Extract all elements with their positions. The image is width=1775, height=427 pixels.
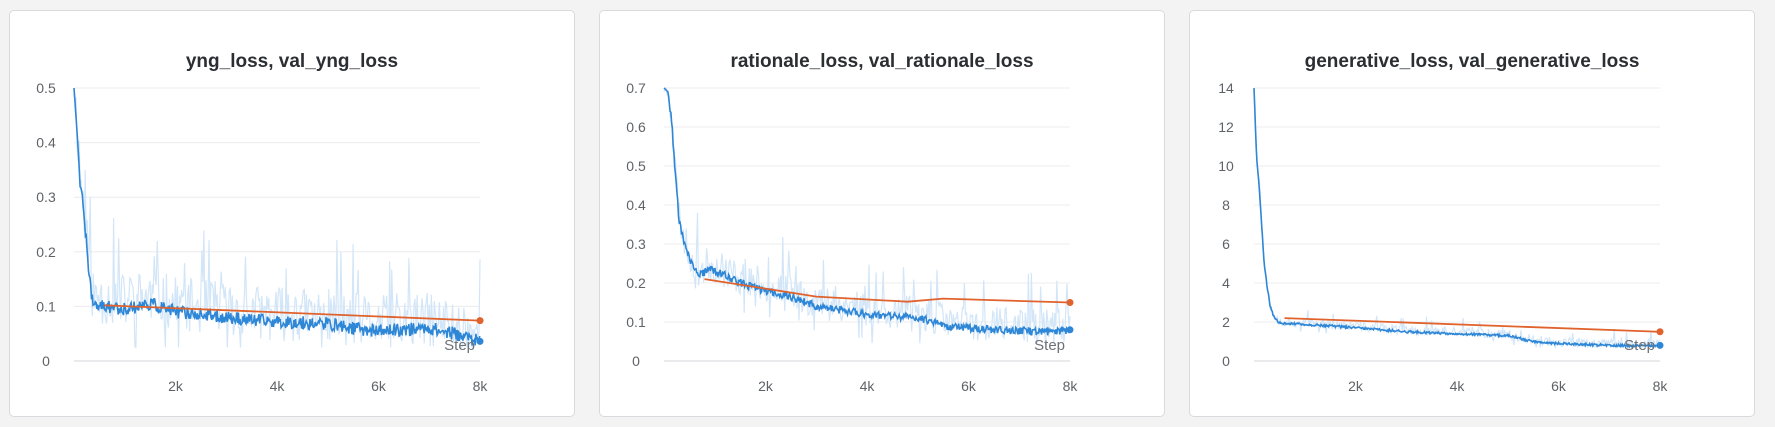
y-tick-label: 0.3 — [36, 189, 56, 205]
y-tick-label: 0.7 — [626, 80, 646, 96]
chart-title: generative_loss, val_generative_loss — [1304, 51, 1640, 72]
series-raw-generative_loss — [1253, 88, 1661, 350]
y-tick-label: 2 — [1222, 314, 1230, 330]
y-tick-label: 0.2 — [626, 275, 646, 291]
x-axis-label: Step — [444, 337, 475, 354]
y-tick-label: 0.4 — [626, 197, 646, 213]
series-end-point-yng_loss — [476, 337, 484, 345]
x-tick-label: 6k — [371, 378, 387, 394]
y-tick-label: 0.5 — [626, 158, 646, 174]
x-tick-label: 8k — [1063, 378, 1079, 394]
x-tick-label: 4k — [270, 378, 286, 394]
chart-plot: 0 2 4 6 8 10 12 14 2k 4k 6k 8k Step — [1218, 80, 1669, 394]
x-tick-label: 2k — [1348, 378, 1364, 394]
x-tick-label: 2k — [168, 378, 184, 394]
x-tick-label: 6k — [1551, 378, 1567, 394]
x-tick-label: 2k — [758, 378, 774, 394]
series-line-rationale_loss — [663, 87, 1071, 336]
y-tick-label: 4 — [1222, 275, 1230, 291]
y-tick-label: 12 — [1218, 119, 1234, 135]
series-line-generative_loss — [1253, 87, 1661, 349]
y-tick-label: 0.1 — [36, 298, 56, 314]
y-tick-label: 0.4 — [36, 135, 56, 151]
series-end-point-generative_loss — [1656, 341, 1664, 349]
y-tick-label: 0 — [1222, 353, 1230, 369]
series-raw-rationale_loss — [663, 87, 1071, 348]
chart-title: rationale_loss, val_rationale_loss — [730, 51, 1034, 72]
series-line-yng_loss — [73, 87, 481, 346]
x-axis-label: Step — [1034, 337, 1065, 354]
series-end-point-rationale_loss — [1066, 326, 1074, 334]
chart-panel-yng-loss: yng_loss, val_yng_loss 0 0.1 0.2 0.3 0.4 0.5 2… — [9, 10, 575, 417]
x-tick-label: 4k — [860, 378, 876, 394]
y-tick-label: 0.6 — [626, 119, 646, 135]
y-tick-label: 0.1 — [626, 314, 646, 330]
y-tick-label: 0.3 — [626, 236, 646, 252]
x-tick-label: 6k — [961, 378, 977, 394]
x-tick-label: 8k — [473, 378, 489, 394]
chart-panel-rationale-loss: rationale_loss, val_rationale_loss 0 0.1 0… — [599, 10, 1165, 417]
x-tick-label: 8k — [1653, 378, 1669, 394]
y-tick-label: 14 — [1218, 80, 1234, 96]
x-tick-label: 4k — [1450, 378, 1466, 394]
y-tick-label: 0.2 — [36, 244, 56, 260]
series-end-point-val_rationale_loss — [1066, 299, 1074, 306]
y-tick-label: 6 — [1222, 236, 1230, 252]
series-end-point-val_generative_loss — [1656, 328, 1664, 336]
x-axis-label: Step — [1624, 337, 1655, 354]
series-line-val_rationale_loss — [704, 278, 1071, 304]
series-line-val_yng_loss — [104, 304, 481, 322]
y-tick-label: 0.5 — [36, 80, 56, 96]
y-tick-label: 0 — [42, 353, 50, 369]
chart-plot: 0 0.1 0.2 0.3 0.4 0.5 0.6 0.7 2k 4k 6k 8k Step — [626, 80, 1079, 394]
chart-panel-generative-loss: generative_loss, val_generative_loss 0 2 4… — [1189, 10, 1755, 417]
chart-plot: 0 0.1 0.2 0.3 0.4 0.5 2k 4k 6k 8k Step — [36, 80, 489, 394]
y-tick-label: 0 — [632, 353, 640, 369]
y-tick-label: 8 — [1222, 197, 1230, 213]
y-tick-label: 10 — [1218, 158, 1234, 174]
series-line-val_generative_loss — [1284, 317, 1661, 333]
series-end-point-val_yng_loss — [476, 317, 484, 325]
chart-title: yng_loss, val_yng_loss — [185, 51, 399, 72]
